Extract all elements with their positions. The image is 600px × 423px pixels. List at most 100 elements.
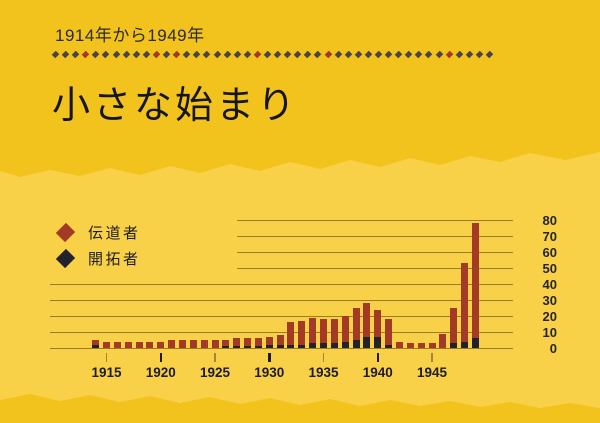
pioneer-segment-1938 (352, 340, 360, 348)
pioneer-segment-1935 (320, 343, 327, 348)
x-tick-1945 (431, 353, 433, 362)
publisher-segment-1922 (178, 340, 186, 348)
bar-1925 (211, 340, 219, 348)
x-tick-1940 (376, 353, 379, 362)
publisher-segment-1937 (341, 316, 349, 342)
publisher-segment-1932 (287, 322, 295, 345)
bar-1949 (471, 223, 479, 348)
pioneer-segment-1947 (450, 343, 458, 348)
bar-1945 (428, 343, 436, 348)
y-axis-label-50: 50 (542, 260, 557, 276)
x-tick-1930 (268, 353, 271, 362)
publisher-segment-1939 (363, 303, 371, 337)
publisher-segment-1923 (189, 340, 197, 348)
bar-1940 (374, 309, 382, 348)
y-axis-label-20: 20 (542, 308, 557, 324)
legend-label-1: 開拓者 (88, 250, 141, 268)
publisher-segment-1947 (450, 308, 458, 344)
gridline-0 (50, 348, 513, 349)
x-axis-label-1935: 1935 (308, 365, 339, 380)
bar-1932 (287, 322, 295, 348)
publisher-segment-1942 (395, 341, 403, 348)
x-axis-label-1930: 1930 (254, 365, 285, 380)
publisher-segment-1920 (157, 341, 165, 348)
bar-1941 (385, 319, 393, 348)
pioneer-segment-1939 (363, 336, 371, 348)
bar-1943 (406, 343, 414, 348)
pioneer-segment-1929 (254, 346, 262, 348)
publisher-segment-1915 (103, 341, 110, 348)
x-axis-label-1925: 1925 (199, 365, 231, 380)
pioneer-segment-1930 (265, 344, 273, 348)
bar-1923 (189, 340, 197, 348)
y-axis-label-80: 80 (542, 212, 557, 228)
bar-1948 (461, 263, 469, 348)
pioneer-segment-1931 (276, 344, 284, 348)
gridline-70 (237, 236, 513, 237)
gridline-50 (237, 268, 513, 269)
publisher-segment-1918 (135, 341, 143, 348)
legend-item-1: 開拓者 (55, 245, 141, 271)
gridline-40 (50, 284, 513, 285)
bar-1924 (200, 340, 208, 348)
bar-1947 (450, 308, 458, 348)
publisher-segment-1929 (254, 338, 262, 347)
publisher-segment-1917 (124, 341, 132, 348)
publisher-segment-1935 (320, 319, 327, 344)
bar-1926 (222, 340, 230, 348)
y-axis-label-70: 70 (542, 228, 557, 244)
publisher-segment-1938 (352, 308, 360, 340)
bar-1919 (146, 341, 154, 348)
pioneer-segment-1941 (385, 344, 393, 348)
publisher-segment-1919 (146, 341, 154, 348)
publisher-segment-1933 (298, 320, 306, 345)
publisher-segment-1928 (244, 338, 252, 347)
bar-1929 (254, 338, 262, 348)
bar-1916 (113, 341, 121, 348)
publisher-segment-1946 (439, 333, 447, 348)
bar-1935 (320, 319, 327, 348)
bar-1937 (341, 316, 349, 348)
bar-1915 (103, 341, 110, 348)
publisher-segment-1931 (276, 335, 284, 345)
y-axis-label-10: 10 (542, 324, 557, 340)
gridline-20 (50, 316, 513, 317)
bar-1946 (439, 333, 447, 348)
gridline-10 (50, 332, 513, 333)
publisher-segment-1934 (309, 317, 317, 344)
pioneer-segment-1914 (92, 344, 100, 348)
bar-1942 (395, 341, 403, 348)
bar-1938 (352, 308, 360, 348)
y-axis-label-60: 60 (542, 244, 557, 260)
bar-1931 (276, 335, 284, 348)
publisher-segment-1949 (471, 223, 479, 339)
chart-legend: 伝道者 開拓者 (55, 219, 141, 271)
bar-1918 (135, 341, 143, 348)
publisher-segment-1926 (222, 340, 230, 347)
x-tick-1920 (159, 353, 162, 362)
publisher-segment-1948 (461, 263, 469, 342)
header-band-texture (0, 0, 600, 177)
y-axis-label-40: 40 (542, 276, 557, 292)
pioneer-segment-1927 (233, 346, 241, 348)
pioneer-segment-1932 (287, 344, 295, 348)
publisher-segment-1914 (92, 340, 100, 345)
gridline-30 (50, 300, 513, 301)
x-axis-label-1940: 1940 (362, 365, 393, 380)
pioneer-segment-1936 (330, 343, 338, 348)
pioneer-segment-1933 (298, 344, 306, 348)
legend-item-0: 伝道者 (55, 219, 141, 245)
page-title: 小さな始まり (52, 85, 299, 127)
pioneer-segment-1949 (471, 338, 479, 348)
publisher-segment-1944 (417, 343, 425, 348)
publisher-segment-1943 (406, 343, 414, 348)
bar-1944 (417, 343, 425, 348)
publisher-segment-1924 (200, 340, 208, 348)
gridline-60 (237, 252, 513, 253)
y-axis-label-0: 0 (549, 340, 557, 356)
legend-label-0: 伝道者 (88, 224, 141, 242)
x-tick-1925 (214, 353, 216, 362)
pioneer-segment-1926 (222, 346, 230, 348)
bar-1939 (363, 303, 371, 348)
